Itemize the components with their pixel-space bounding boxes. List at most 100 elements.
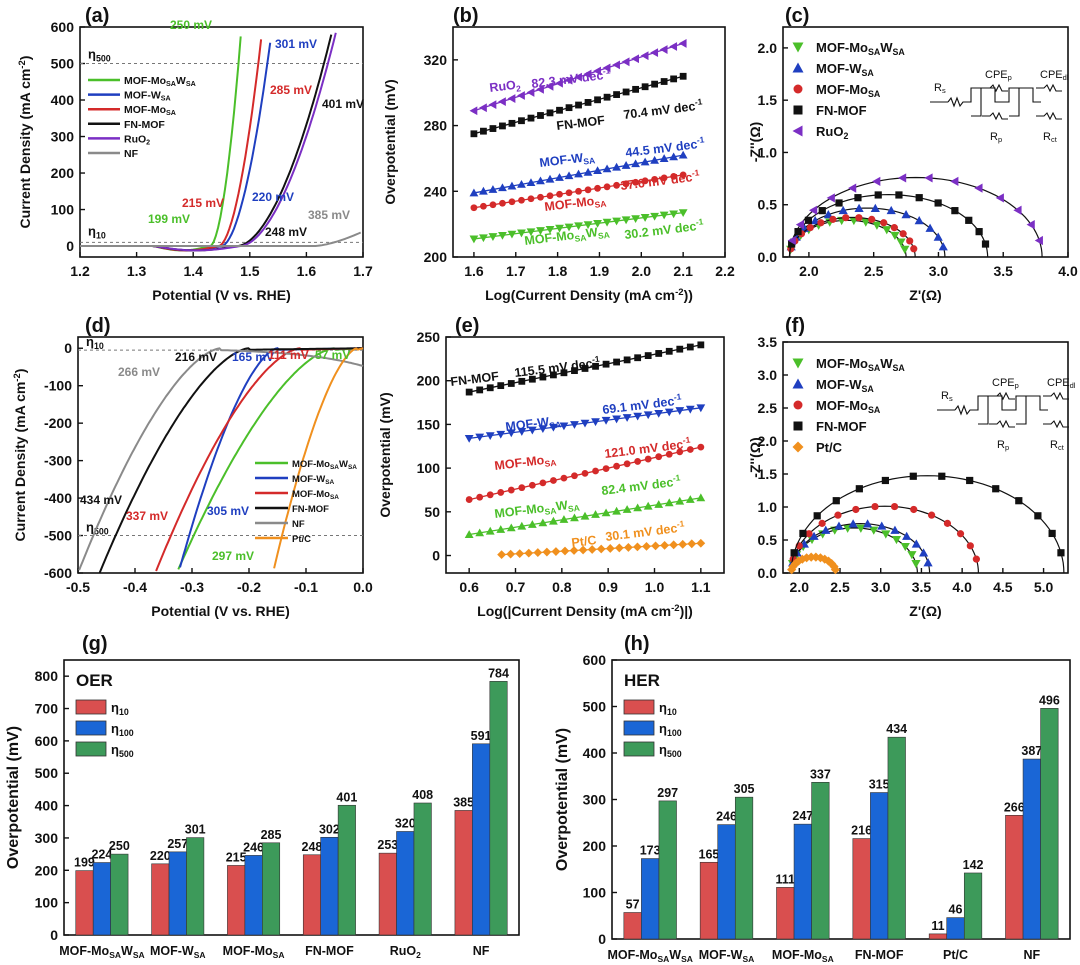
data-point — [640, 157, 650, 166]
data-point — [880, 219, 888, 227]
bar-value-label: 46 — [949, 903, 963, 917]
circuit-diagram — [937, 395, 1048, 425]
bar — [852, 838, 871, 940]
x-tick-label: MOF-MoSAWSA — [59, 944, 144, 960]
data-point — [787, 565, 797, 575]
data-point — [938, 472, 946, 480]
legend-label: NF — [124, 148, 139, 160]
panel-f: 2.0 2.5 3.0 3.5 4.0 4.5 5.0 0.0 0.5 1.0 1.5 2.0 2.5 3… — [747, 315, 1076, 619]
data-point — [497, 382, 505, 390]
legend-swatch — [623, 741, 655, 757]
annotation: 57 mV — [315, 348, 350, 362]
bar — [699, 861, 719, 940]
data-point — [545, 81, 554, 91]
circuit-label: Rs — [934, 82, 946, 95]
bar-value-label: 305 — [734, 782, 755, 796]
panel-letter: (b) — [453, 5, 479, 27]
legend-label: FN-MOF — [816, 419, 867, 434]
bar — [489, 681, 508, 936]
y-tick-label: 150 — [417, 416, 441, 432]
data-point — [886, 205, 896, 215]
legend-label: FN-MOF — [292, 504, 329, 515]
data-point — [469, 106, 478, 116]
x-tick-label: 4.0 — [1058, 263, 1078, 279]
data-point — [670, 75, 678, 83]
y-axis-label: Overpotential (mV) — [554, 728, 571, 871]
data-point — [640, 51, 649, 61]
data-point — [697, 443, 705, 451]
data-point — [679, 171, 687, 179]
y-tick-label: 0 — [50, 927, 58, 943]
y-axis-label: Overpotential (mV) — [5, 726, 22, 869]
bar-value-label: 434 — [886, 722, 907, 736]
bar-value-label: 285 — [261, 828, 282, 842]
data-point — [817, 219, 825, 227]
y-tick-label: 1.0 — [758, 499, 778, 515]
data-point — [623, 543, 633, 552]
data-point — [613, 462, 620, 470]
x-axis-label: Potential (V vs. RHE) — [151, 603, 289, 619]
fit-curve — [790, 475, 1065, 574]
data-point — [660, 174, 668, 182]
data-point — [818, 207, 826, 215]
ref-label: η10 — [86, 334, 104, 351]
y-tick-label: 200 — [35, 862, 59, 878]
data-point — [517, 428, 527, 436]
annotation: 385 mV — [308, 208, 350, 222]
chart-title: HER — [624, 671, 660, 690]
data-point — [526, 178, 536, 187]
annotation: 165 mV — [232, 350, 274, 364]
data-point — [1034, 235, 1043, 246]
data-point — [676, 448, 684, 456]
panel-letter: (h) — [624, 633, 650, 655]
annotation: 337 mV — [126, 509, 168, 523]
bar — [793, 823, 812, 940]
circuit-label: Rp — [990, 131, 1002, 144]
x-tick-label: 2.1 — [673, 263, 693, 279]
data-point — [634, 354, 642, 362]
plot-frame — [452, 26, 726, 258]
circuit-label: Rs — [941, 390, 953, 403]
data-point — [871, 502, 879, 511]
data-point — [470, 130, 478, 138]
data-point — [601, 416, 611, 425]
data-point — [592, 467, 599, 475]
bar — [1005, 815, 1024, 940]
data-point — [536, 227, 545, 235]
data-point — [581, 365, 589, 372]
data-point — [669, 540, 679, 550]
data-point — [792, 42, 804, 53]
x-tick-label: 0.7 — [506, 579, 526, 595]
series-label: MOF-WSA — [539, 149, 596, 171]
circuit-elements — [982, 83, 1062, 121]
legend-label: Pt/C — [816, 440, 843, 455]
data-point — [665, 347, 673, 355]
panel-letter: (a) — [85, 5, 109, 27]
y-tick-label: 320 — [424, 52, 448, 68]
data-point — [556, 106, 563, 114]
bar — [168, 851, 187, 936]
ref-label: η500 — [88, 47, 111, 64]
data-point — [632, 178, 640, 186]
series-label: MOF-MoSA — [494, 452, 557, 475]
data-point — [542, 547, 552, 557]
bar-value-label: 173 — [640, 844, 661, 858]
series-line — [78, 347, 364, 571]
data-point — [793, 421, 803, 431]
y-tick-label: 100 — [583, 885, 607, 901]
data-point — [696, 404, 706, 413]
data-point — [621, 216, 631, 225]
data-point — [651, 80, 659, 88]
bar-value-label: 401 — [336, 790, 357, 804]
x-tick-label: MOF-MoSA — [223, 944, 285, 960]
data-point — [911, 539, 921, 548]
data-point — [517, 179, 526, 188]
series-label: FN-MOF — [450, 369, 500, 389]
data-point — [832, 497, 840, 505]
y-tick-label: 700 — [35, 701, 59, 717]
data-point — [792, 62, 804, 73]
data-point — [475, 528, 485, 537]
bar — [244, 855, 263, 936]
data-point — [664, 408, 674, 417]
plot-frame — [63, 659, 520, 936]
